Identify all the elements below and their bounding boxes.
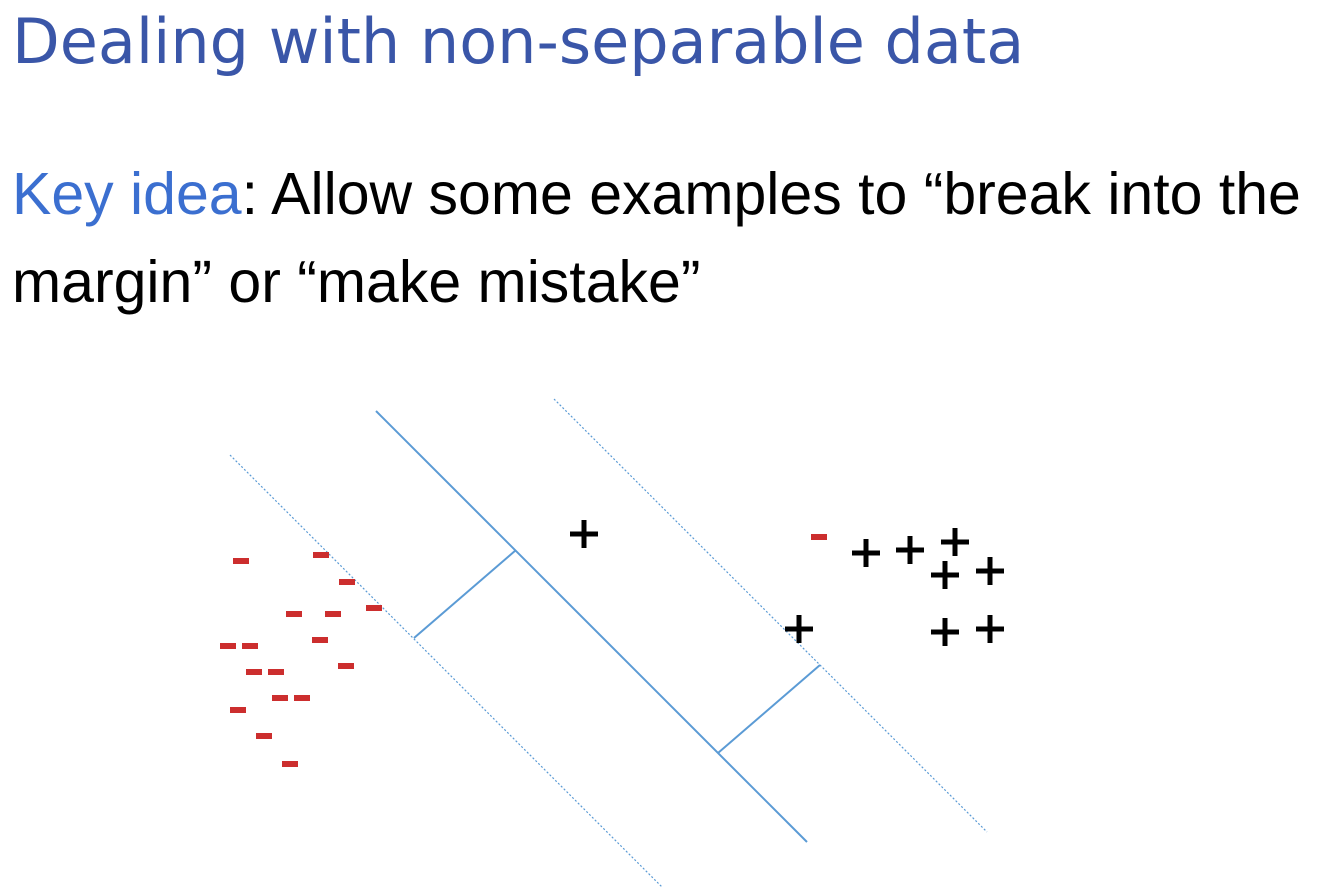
positive-point (570, 520, 598, 548)
positive-point (941, 528, 969, 556)
positive-point (852, 539, 880, 567)
negative-point (268, 669, 284, 675)
right-margin-line (553, 398, 988, 833)
negative-point (272, 695, 288, 701)
negative-point (282, 761, 298, 767)
key-idea-body: Allow some examples to “break into the m… (12, 161, 1301, 315)
positive-examples (570, 520, 1004, 646)
negative-point (366, 605, 382, 611)
positive-point (976, 557, 1004, 585)
positive-point (976, 615, 1004, 643)
positive-point (785, 615, 813, 643)
left-margin-line (229, 454, 663, 888)
key-idea-text: Key idea: Allow some examples to “break … (12, 150, 1342, 326)
negative-point (242, 643, 258, 649)
key-idea-colon: : (241, 161, 259, 227)
positive-point (931, 618, 959, 646)
negative-point (230, 707, 246, 713)
margin-width-indicator-upper (413, 549, 517, 639)
negative-point (286, 611, 302, 617)
margin-width-indicator-lower (717, 664, 821, 754)
negative-examples (220, 534, 827, 767)
positive-point (896, 536, 924, 564)
negative-point (325, 611, 341, 617)
negative-point (313, 552, 329, 558)
negative-point (312, 637, 328, 643)
positive-point (931, 561, 959, 589)
negative-point (338, 663, 354, 669)
slide-title: Dealing with non-separable data (12, 5, 1025, 78)
decision-boundary-line (375, 410, 808, 843)
negative-point (233, 558, 249, 564)
negative-point (294, 695, 310, 701)
negative-point (246, 669, 262, 675)
negative-point (220, 643, 236, 649)
negative-point (339, 579, 355, 585)
key-idea-label: Key idea (12, 161, 242, 227)
negative-point (256, 733, 272, 739)
misclassified-negative-point (811, 534, 827, 540)
